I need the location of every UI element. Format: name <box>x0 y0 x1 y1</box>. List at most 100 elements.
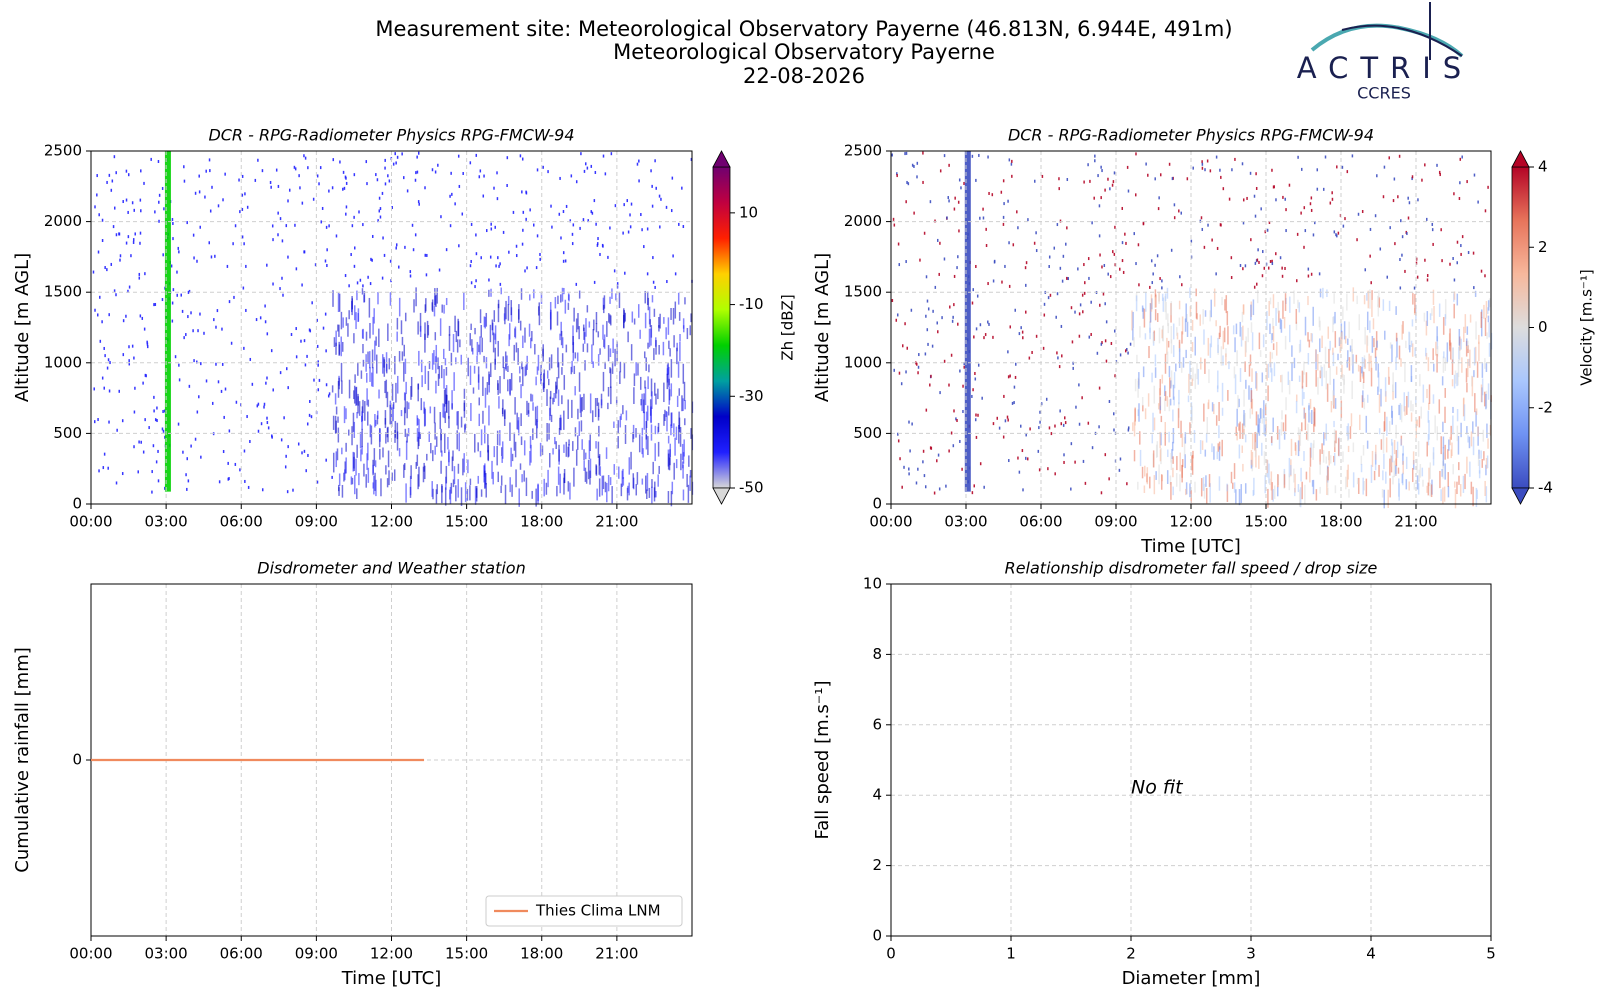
texture-cell <box>190 444 192 448</box>
texture-cell <box>234 462 237 466</box>
texture-cell <box>540 373 542 385</box>
texture-cell <box>1242 198 1245 202</box>
texture-cell <box>1405 479 1408 490</box>
texture-cell <box>1261 442 1263 456</box>
texture-cell <box>913 164 915 168</box>
texture-cell <box>372 367 374 387</box>
texture-cell <box>1271 259 1273 263</box>
texture-cell <box>1170 452 1172 463</box>
texture-cell <box>154 302 157 306</box>
texture-cell <box>479 309 482 324</box>
texture-cell <box>1271 168 1273 172</box>
texture-cell <box>450 171 452 175</box>
texture-cell <box>1271 368 1273 382</box>
texture-cell <box>1241 311 1244 323</box>
texture-cell <box>1433 305 1435 324</box>
texture-cell <box>256 404 259 408</box>
texture-cell <box>611 361 614 374</box>
texture-cell <box>1082 459 1085 463</box>
texture-cell <box>1268 301 1270 316</box>
texture-cell <box>1335 233 1337 237</box>
texture-cell <box>338 473 341 486</box>
texture-cell <box>1323 364 1326 378</box>
texture-cell <box>1315 489 1318 501</box>
texture-cell <box>1149 327 1151 340</box>
texture-cell <box>1189 360 1191 380</box>
texture-cell <box>1313 424 1315 433</box>
texture-cell <box>352 412 355 432</box>
texture-cell <box>340 336 342 357</box>
texture-cell <box>301 201 304 205</box>
texture-cell <box>1387 489 1389 508</box>
texture-cell <box>380 478 382 497</box>
texture-cell <box>1322 287 1324 299</box>
texture-cell <box>113 289 116 293</box>
texture-cell <box>667 435 670 444</box>
texture-cell <box>1049 293 1052 297</box>
texture-cell <box>453 466 456 484</box>
texture-cell <box>946 216 948 220</box>
texture-cell <box>565 204 568 208</box>
texture-cell <box>1275 198 1277 202</box>
texture-cell <box>1018 470 1021 474</box>
texture-cell <box>375 479 377 497</box>
texture-cell <box>488 278 490 282</box>
texture-cell <box>484 316 486 329</box>
texture-cell <box>337 416 339 423</box>
texture-cell <box>385 352 388 372</box>
texture-cell <box>489 255 492 259</box>
texture-cell <box>434 332 437 341</box>
texture-cell <box>897 242 900 246</box>
x-tick-label: 1 <box>1006 945 1016 963</box>
texture-cell <box>898 263 901 267</box>
texture-cell <box>620 413 622 420</box>
texture-cell <box>1269 351 1272 368</box>
texture-cell <box>646 472 649 491</box>
texture-cell <box>624 424 627 444</box>
texture-cell <box>1466 326 1469 335</box>
texture-cell <box>128 285 131 289</box>
texture-cell <box>480 489 483 497</box>
texture-cell <box>1391 344 1393 363</box>
texture-cell <box>407 428 410 437</box>
texture-cell <box>905 370 907 374</box>
texture-cell <box>668 340 670 349</box>
texture-cell <box>1151 281 1154 285</box>
texture-cell <box>215 325 217 329</box>
texture-cell <box>657 388 659 400</box>
texture-cell <box>587 219 589 223</box>
texture-cell <box>404 245 406 249</box>
texture-cell <box>192 329 194 333</box>
texture-cell <box>1251 464 1254 472</box>
texture-cell <box>1154 177 1156 181</box>
texture-cell <box>1021 449 1024 453</box>
texture-cell <box>585 471 588 484</box>
texture-cell <box>475 252 478 256</box>
texture-cell <box>1266 311 1268 331</box>
texture-cell <box>1402 321 1404 334</box>
texture-cell <box>1319 338 1321 353</box>
texture-cell <box>254 178 257 182</box>
texture-cell <box>496 445 498 466</box>
texture-cell <box>1317 354 1319 371</box>
texture-cell <box>92 270 95 274</box>
texture-cell <box>1112 180 1115 184</box>
texture-cell <box>1439 173 1441 177</box>
texture-cell <box>304 363 307 367</box>
texture-cell <box>287 255 289 259</box>
texture-cell <box>1017 456 1019 460</box>
texture-cell <box>1346 469 1349 488</box>
texture-cell <box>1258 455 1260 469</box>
texture-cell <box>338 324 340 337</box>
texture-cell <box>1203 245 1206 249</box>
texture-cell <box>1285 229 1287 233</box>
texture-cell <box>362 223 364 227</box>
texture-cell <box>667 491 670 504</box>
texture-cell <box>1108 477 1110 481</box>
texture-cell <box>1298 344 1301 354</box>
texture-cell <box>919 258 921 262</box>
texture-cell <box>925 408 928 412</box>
texture-cell <box>1154 309 1157 321</box>
texture-cell <box>1109 275 1112 279</box>
texture-cell <box>1466 456 1468 474</box>
